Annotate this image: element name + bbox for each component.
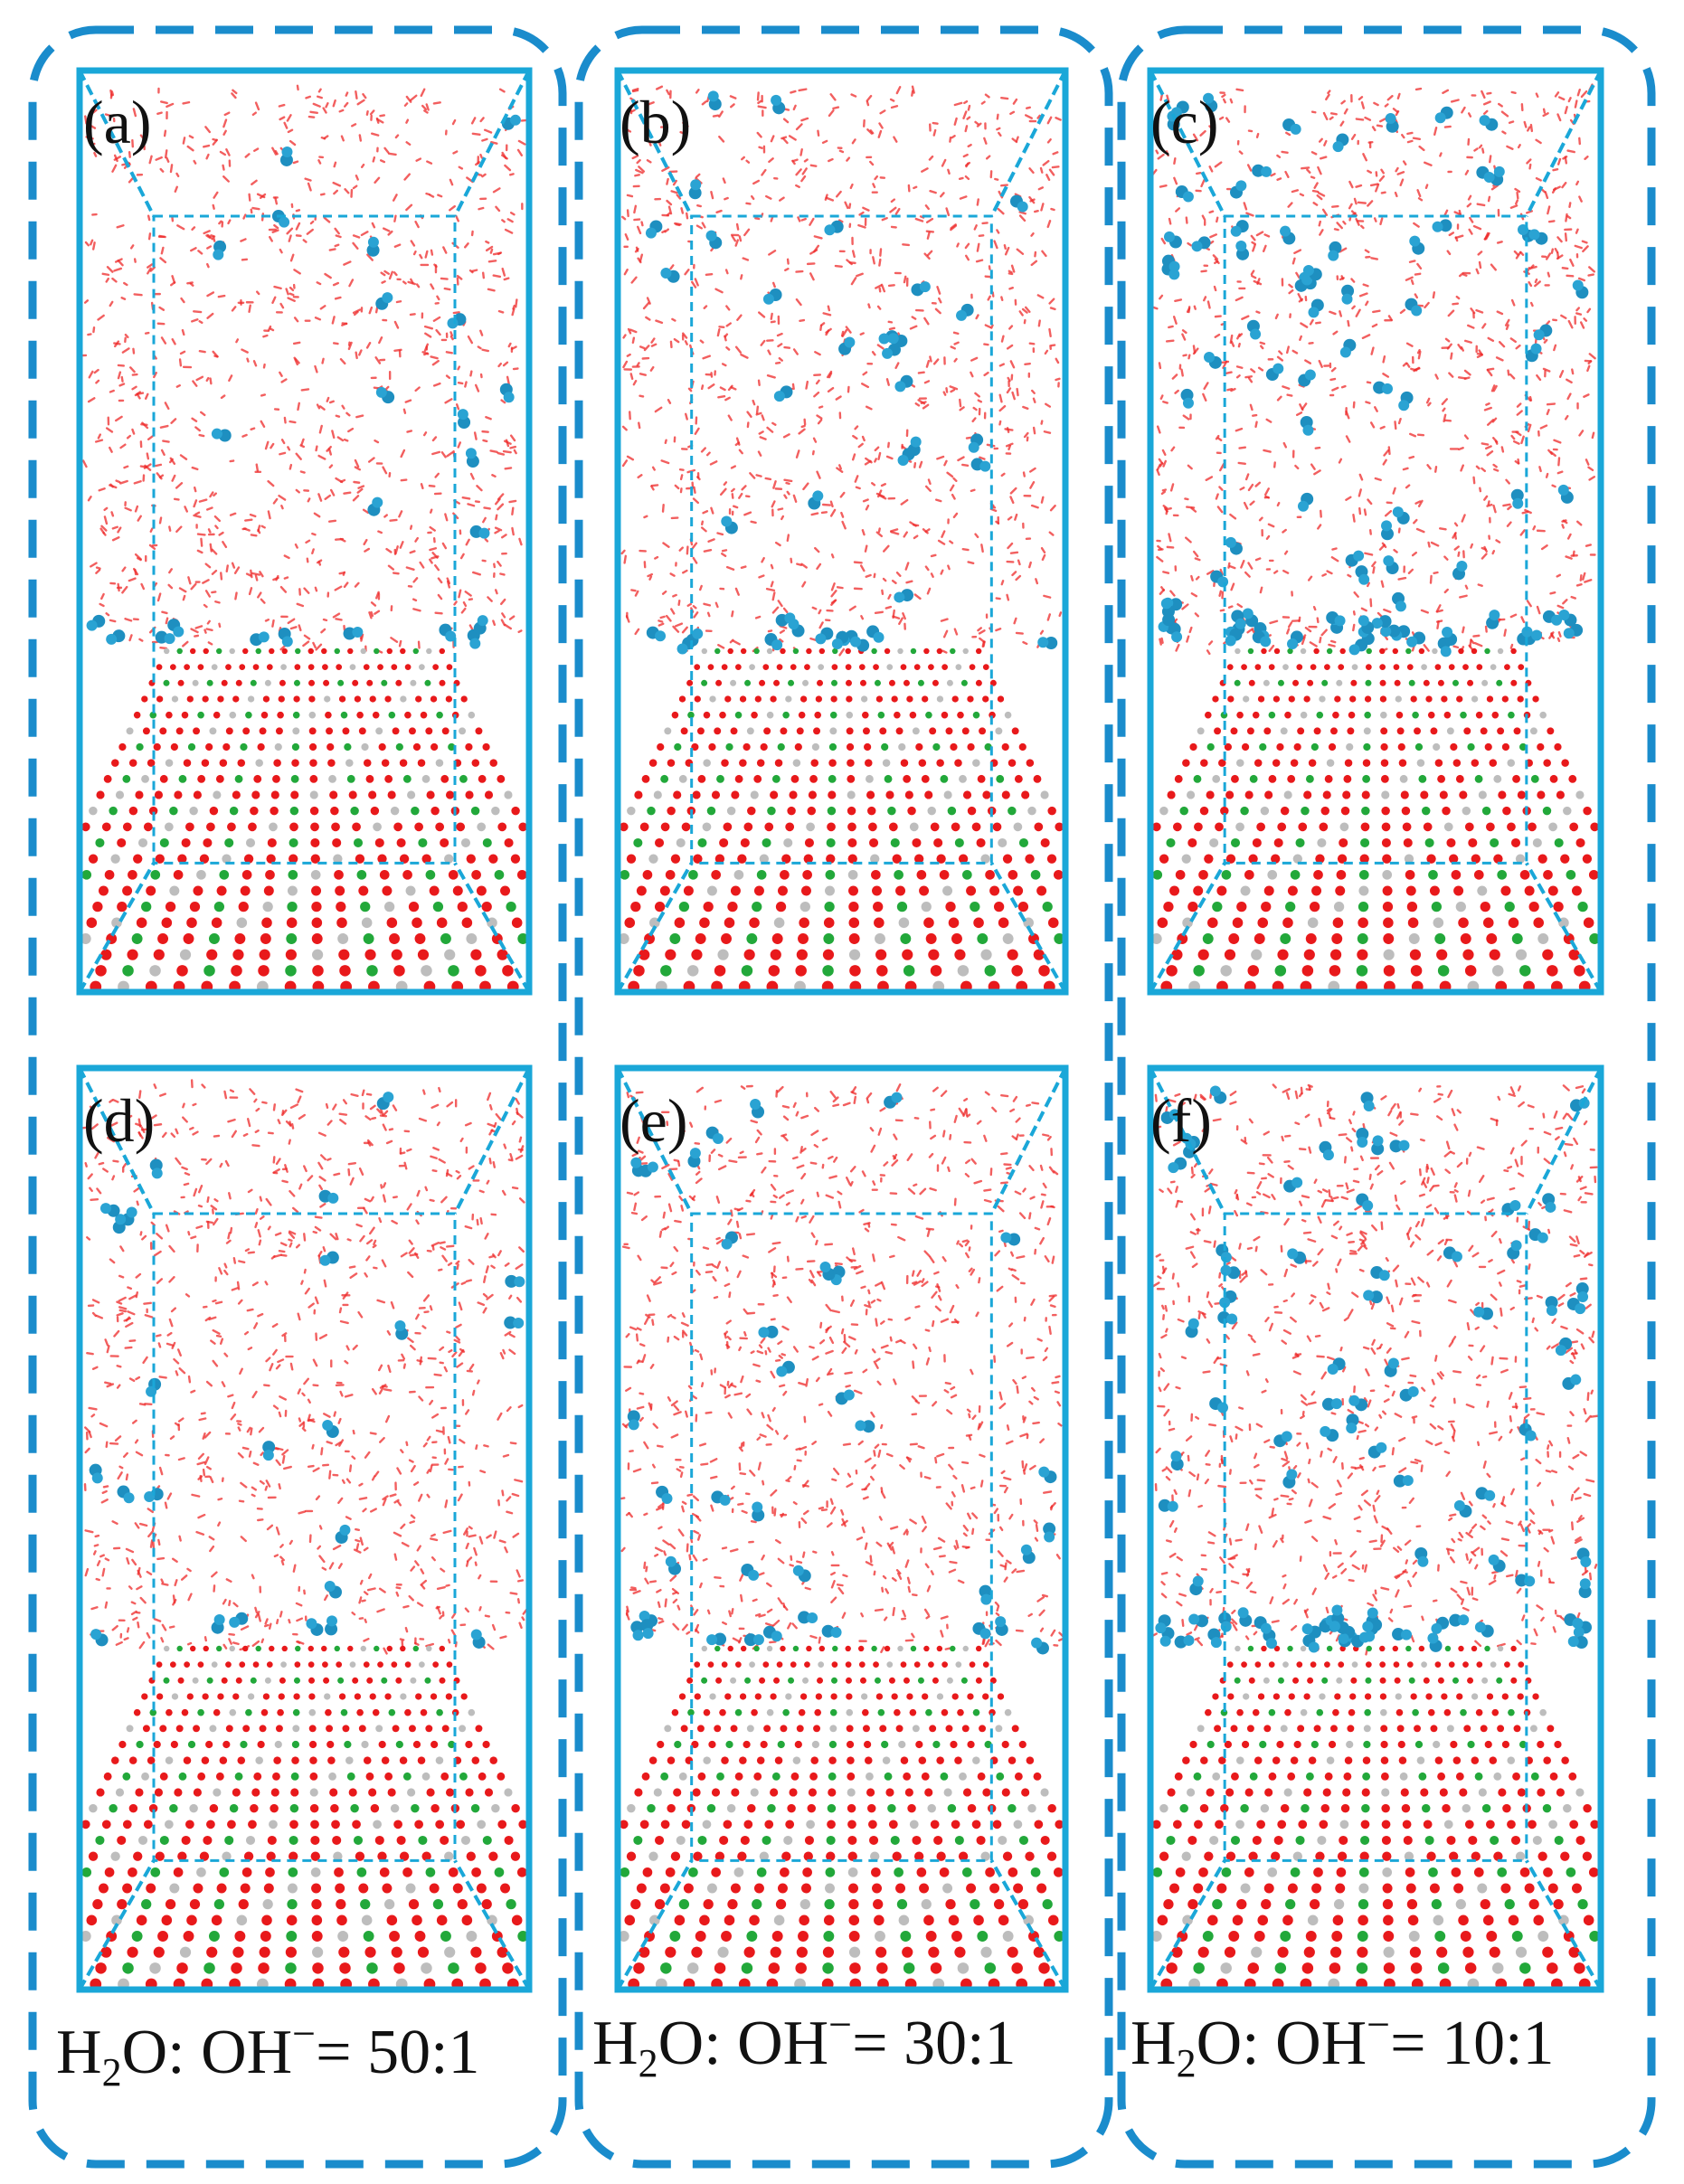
ratio-label-30-1: H2O: OH−= 30:1 (592, 2001, 1017, 2085)
ratio-h: H (592, 2009, 639, 2078)
box-edge (989, 862, 1067, 993)
box-edge (989, 70, 1067, 217)
ratio-h: H (1131, 2009, 1177, 2078)
ratio-o: O: OH (658, 2009, 829, 2078)
hydroxide-ions (1155, 1085, 1592, 1653)
ratio-value: = 50:1 (316, 2018, 479, 2087)
group-border-3 (1117, 25, 1656, 2169)
box-edge (1149, 1859, 1226, 1990)
crystal-lattice (618, 1645, 1065, 1990)
box-edge (616, 70, 694, 217)
box-edge (1149, 1067, 1226, 1215)
simulation-box (76, 67, 533, 996)
inner-box (1223, 1212, 1528, 1862)
box-edge (1525, 70, 1603, 217)
crystal-lattice (80, 1645, 529, 1990)
ratio-sup: − (1367, 2001, 1390, 2047)
water-molecules (620, 1083, 1066, 1654)
simulation-box (76, 1064, 533, 1993)
box-edge (453, 70, 531, 217)
inner-box (1223, 214, 1528, 865)
simulation-panel-e (614, 1064, 1069, 1993)
hydroxide-ions (86, 114, 521, 649)
inner-box (152, 1212, 457, 1862)
crystal-lattice (618, 648, 1065, 993)
box-edge (616, 1859, 694, 1990)
ratio-o: O: OH (1197, 2009, 1367, 2078)
outer-box (1147, 67, 1604, 996)
simulation-box (614, 1064, 1069, 1993)
water-molecules (1151, 1083, 1599, 1656)
group-border-1 (28, 25, 567, 2169)
box-edge (453, 1067, 531, 1215)
hydroxide-ions (1158, 92, 1589, 657)
simulation-panel-d (76, 1064, 533, 1993)
box-edge (616, 1067, 694, 1215)
crystal-lattice (80, 648, 529, 993)
simulation-panel-b (614, 67, 1069, 996)
inner-box (690, 1212, 993, 1862)
box-edge (78, 862, 156, 993)
panel-label-c: (c) (1150, 88, 1218, 156)
ratio-h: H (56, 2018, 102, 2087)
box-edge (1525, 1859, 1603, 1990)
hydroxide-ions (89, 1092, 525, 1649)
box-edge (616, 862, 694, 993)
box-edge (989, 1859, 1067, 1990)
panel-label-d: (d) (83, 1086, 155, 1155)
simulation-panel-f (1147, 1064, 1604, 1993)
box-edge (1149, 70, 1226, 217)
box-edge (1525, 1067, 1603, 1215)
ratio-sub: 2 (102, 2050, 122, 2094)
inner-box (690, 214, 993, 865)
simulation-panel-a (76, 67, 533, 996)
crystal-lattice (1150, 648, 1601, 993)
box-edge (78, 1067, 156, 1215)
ratio-label-10-1: H2O: OH−= 10:1 (1131, 2001, 1555, 2085)
panel-label-e: (e) (620, 1086, 687, 1155)
ratio-sub: 2 (1177, 2041, 1197, 2085)
panel-label-f: (f) (1150, 1086, 1212, 1155)
outer-box (614, 67, 1069, 996)
simulation-panel-c (1147, 67, 1604, 996)
outer-box (614, 1064, 1069, 1993)
inner-box (152, 214, 457, 865)
simulation-box (614, 67, 1069, 996)
ratio-label-50-1: H2O: OH−= 50:1 (56, 2010, 480, 2094)
simulation-box (1147, 1064, 1604, 1993)
panel-label-a: (a) (83, 88, 151, 156)
ratio-sup: − (292, 2010, 316, 2056)
panel-label-b: (b) (620, 88, 691, 156)
hydroxide-ions (645, 90, 1058, 655)
ratio-value: = 10:1 (1390, 2009, 1554, 2078)
group-border-2 (574, 25, 1113, 2169)
outer-box (1147, 1064, 1604, 1993)
ratio-sup: − (828, 2001, 852, 2047)
box-edge (1525, 862, 1603, 993)
water-molecules (620, 85, 1063, 657)
box-edge (1149, 862, 1226, 993)
simulation-box (1147, 67, 1604, 996)
box-edge (989, 1067, 1067, 1215)
box-edge (453, 862, 531, 993)
water-molecules (1150, 83, 1596, 656)
water-molecules (81, 1079, 528, 1655)
box-edge (78, 70, 156, 217)
box-edge (453, 1859, 531, 1990)
ratio-o: O: OH (122, 2018, 293, 2087)
water-molecules (81, 84, 529, 654)
outer-box (76, 67, 533, 996)
outer-box (76, 1064, 533, 1993)
crystal-lattice (1150, 1645, 1601, 1990)
ratio-sub: 2 (639, 2041, 658, 2085)
hydroxide-ions (627, 1092, 1057, 1655)
ratio-value: = 30:1 (852, 2009, 1016, 2078)
box-edge (78, 1859, 156, 1990)
